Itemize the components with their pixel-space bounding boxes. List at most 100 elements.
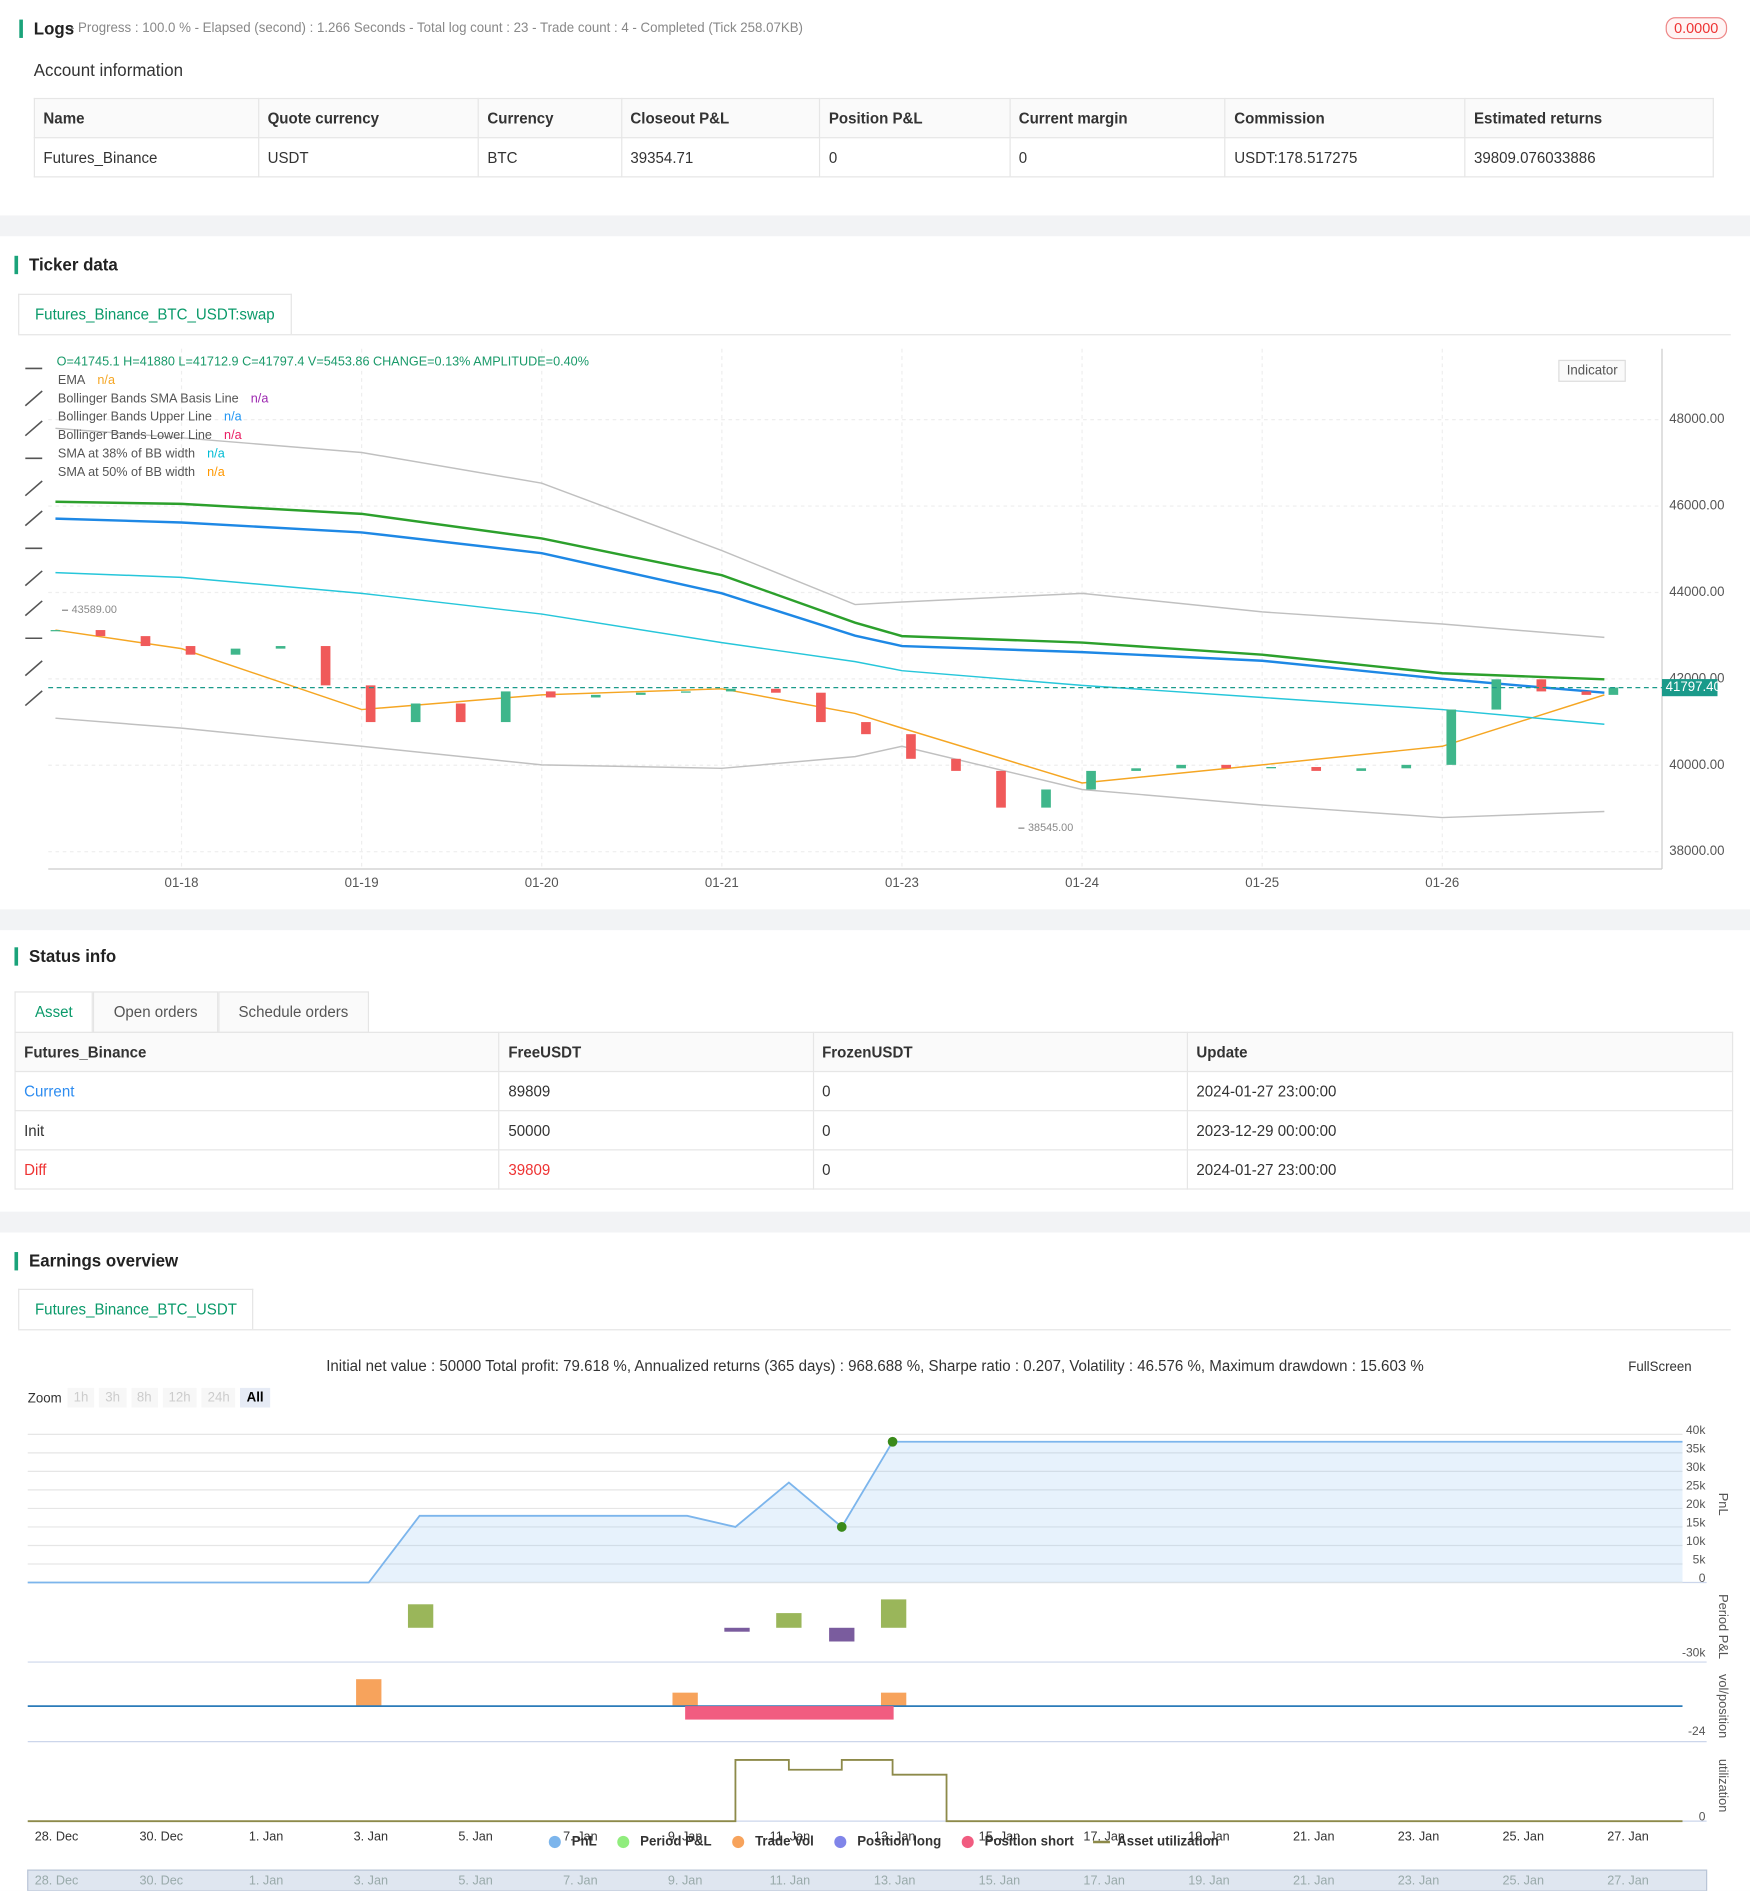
navigator-label: 28. Dec xyxy=(35,1872,79,1887)
legend-label[interactable]: Position long xyxy=(857,1833,941,1848)
indicator-line xyxy=(55,517,1605,694)
tool-icon[interactable] xyxy=(24,480,43,497)
legend-symbol xyxy=(732,1835,745,1849)
x-tick-label: 7. Jan xyxy=(563,1828,597,1843)
x-tick-label: 30. Dec xyxy=(140,1828,184,1843)
y-tick-label: 46000.00 xyxy=(1669,498,1724,513)
tool-icon[interactable] xyxy=(24,570,43,587)
zoom-button[interactable]: 3h xyxy=(99,1387,127,1408)
axis-title: Period P&L xyxy=(1716,1594,1731,1659)
candle xyxy=(365,685,376,723)
status-table: Futures_Binance FreeUSDT FrozenUSDT Update C… xyxy=(14,1031,1734,1190)
summary: Initial net value : 50000 Total profit: … xyxy=(326,1357,1424,1375)
y-tick-label: 20k xyxy=(1686,1497,1706,1511)
header-row: Futures_Binance FreeUSDT FrozenUSDT Update xyxy=(14,1031,1734,1073)
legend-name: Bollinger Bands SMA Basis Line xyxy=(58,390,239,405)
tool-icon[interactable] xyxy=(24,510,43,527)
earnings-tab[interactable]: Futures_Binance_BTC_USDT xyxy=(18,1288,254,1330)
x-tick-label: 17. Jan xyxy=(1083,1828,1125,1843)
zoom-buttons: 1h 3h 8h 12h 24h All xyxy=(67,1387,270,1408)
navigator-label: 11. Jan xyxy=(770,1872,811,1887)
cell: USDT xyxy=(257,137,479,178)
y-tick-label: 40k xyxy=(1686,1423,1706,1437)
account-table: Name Quote currency Currency Closeout P&L Po… xyxy=(33,97,1714,178)
pnl-area xyxy=(27,1441,1683,1583)
indicator-line xyxy=(55,500,1605,681)
candle xyxy=(1608,687,1619,695)
progress: - Progress : 100.0 % - Elapsed (second) … xyxy=(69,20,803,36)
indicator-button[interactable]: Indicator xyxy=(1558,359,1627,382)
candle xyxy=(500,691,511,723)
candle xyxy=(1356,768,1367,771)
x-tick-label: 25. Jan xyxy=(1503,1828,1545,1843)
status-tab[interactable]: Schedule orders xyxy=(218,991,369,1033)
candle xyxy=(1401,764,1412,769)
tool-icon[interactable] xyxy=(24,660,43,677)
x-tick-label: 1. Jan xyxy=(249,1828,283,1843)
candle xyxy=(1086,770,1096,790)
y-tick-label: 15k xyxy=(1686,1515,1706,1529)
legend-value: n/a xyxy=(207,445,225,460)
tool-icon[interactable] xyxy=(24,690,43,707)
x-tick-label: 01-20 xyxy=(525,875,559,890)
candle xyxy=(185,646,196,655)
tab-rule xyxy=(18,334,1731,336)
x-tick-label: 15. Jan xyxy=(979,1828,1021,1843)
zoom-button[interactable]: 24h xyxy=(201,1387,236,1408)
legend-label[interactable]: Position short xyxy=(985,1833,1075,1848)
cell: Current xyxy=(14,1070,500,1112)
legend-name: EMA xyxy=(58,372,86,387)
utilization-line xyxy=(27,1759,1683,1823)
x-tick-label: 11. Jan xyxy=(770,1828,811,1843)
candle xyxy=(1131,768,1141,771)
legend-label[interactable]: Asset utilization xyxy=(1117,1833,1219,1848)
legend-label[interactable]: Period P&L xyxy=(640,1833,711,1848)
legend-label[interactable]: Trade Vol xyxy=(755,1833,814,1848)
zoom-button[interactable]: 12h xyxy=(162,1387,197,1408)
bar xyxy=(724,1627,750,1632)
zoom-button[interactable]: All xyxy=(240,1387,270,1408)
bar xyxy=(407,1604,434,1628)
x-tick-label: 9. Jan xyxy=(668,1828,702,1843)
ohlc: O=41745.1 H=41880 L=41712.9 C=41797.4 V=… xyxy=(57,354,589,369)
y-tick-label: -30k xyxy=(1682,1646,1706,1660)
navigator[interactable] xyxy=(27,1869,1708,1891)
status-tab[interactable]: Open orders xyxy=(93,991,219,1033)
tool-icon[interactable] xyxy=(24,600,43,617)
bar xyxy=(829,1627,855,1642)
cell: USDT:178.517275 xyxy=(1224,137,1466,178)
legend-value: n/a xyxy=(251,390,269,405)
ticker-title: Ticker data xyxy=(14,255,118,275)
tool-icon[interactable] xyxy=(24,390,43,407)
zoom-button[interactable]: 1h xyxy=(67,1387,95,1408)
pnl-line xyxy=(27,1440,1683,1584)
earnings-title: Earnings overview xyxy=(14,1251,178,1271)
fullscreen-button[interactable]: FullScreen xyxy=(1628,1359,1692,1375)
x-tick-label: 19. Jan xyxy=(1188,1828,1230,1843)
candle xyxy=(1311,767,1322,771)
cell: 2024-01-27 23:00:00 xyxy=(1186,1070,1734,1112)
tool-icon[interactable] xyxy=(24,420,43,437)
y-tick-label: 48000.00 xyxy=(1669,411,1724,426)
y-tick-label: 25k xyxy=(1686,1478,1706,1492)
ticker-tab[interactable]: Futures_Binance_BTC_USDT:swap xyxy=(18,293,292,335)
bar xyxy=(880,1599,907,1628)
legend-symbol xyxy=(834,1835,847,1849)
earnings-panel: Earnings overview Futures_Binance_BTC_US… xyxy=(0,1232,1750,1891)
header-cell: FrozenUSDT xyxy=(812,1031,1188,1073)
header-cell: Name xyxy=(33,97,260,139)
current-price-label: 41797.40 xyxy=(1666,679,1721,694)
cell: 89809 xyxy=(498,1070,814,1112)
zoom-button[interactable]: 8h xyxy=(130,1387,158,1408)
candle xyxy=(906,734,916,759)
pnl-marker xyxy=(887,1436,898,1447)
indicator-line xyxy=(55,629,1605,784)
navigator-label: 9. Jan xyxy=(668,1872,702,1887)
legend-name: SMA at 38% of BB width xyxy=(58,445,195,460)
current-price-box xyxy=(1662,679,1718,697)
status-panel: Status info Asset Open orders Schedule ord… xyxy=(0,930,1750,1212)
y-tick-label: 44000.00 xyxy=(1669,584,1724,599)
legend-label[interactable]: PnL xyxy=(572,1833,597,1848)
